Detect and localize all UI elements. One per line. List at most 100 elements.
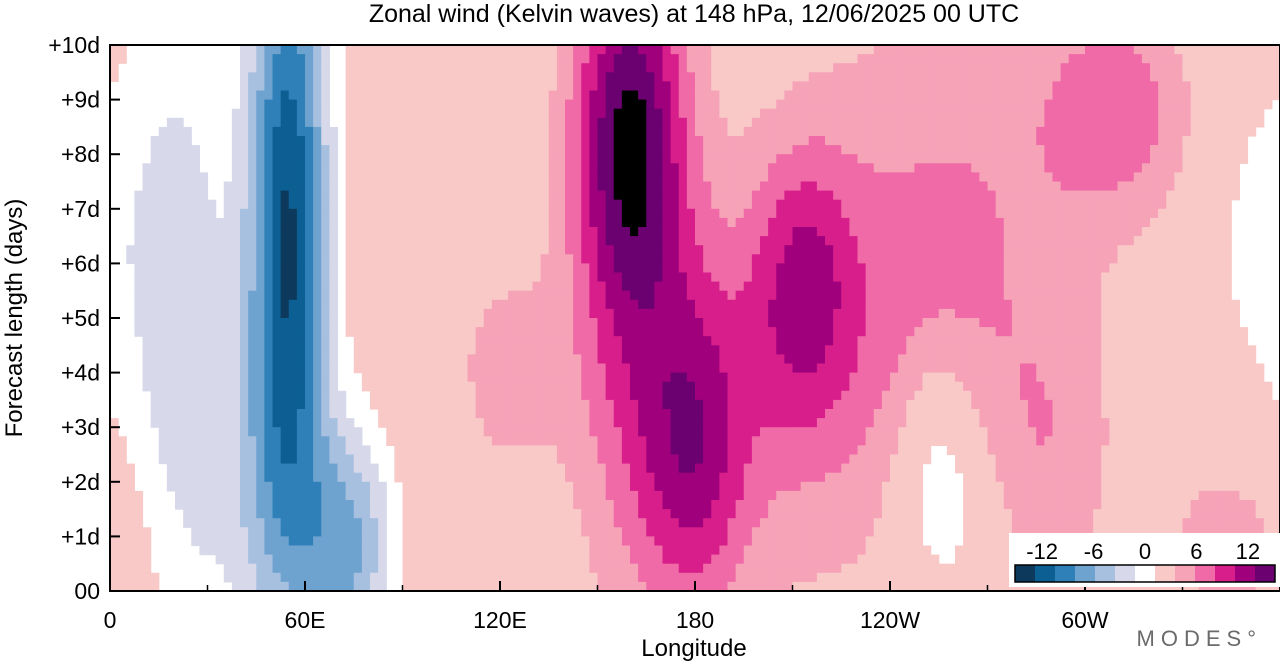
field-cell xyxy=(1174,345,1184,355)
field-cell xyxy=(987,72,997,82)
field-cell xyxy=(695,126,704,137)
field-cell xyxy=(792,108,802,119)
field-cell xyxy=(459,190,469,201)
field-cell xyxy=(792,54,802,64)
field-cell xyxy=(1223,199,1232,210)
field-cell xyxy=(150,145,160,155)
field-cell xyxy=(459,354,469,365)
field-cell xyxy=(1044,327,1054,337)
field-cell xyxy=(638,245,647,255)
field-cell xyxy=(1060,145,1070,155)
field-cell xyxy=(711,354,720,365)
field-cell xyxy=(1150,354,1159,365)
field-cell xyxy=(735,63,745,73)
field-cell xyxy=(240,363,249,374)
field-cell xyxy=(1174,154,1184,164)
field-cell xyxy=(776,172,785,183)
field-cell xyxy=(451,163,460,173)
field-cell xyxy=(711,72,720,82)
field-cell xyxy=(1215,163,1224,173)
field-cell xyxy=(459,181,469,192)
field-cell xyxy=(451,354,460,365)
field-cell xyxy=(1133,372,1143,383)
field-cell xyxy=(370,217,379,228)
field-cell xyxy=(565,363,574,374)
field-cell xyxy=(711,290,720,301)
field-cell xyxy=(695,345,704,355)
field-cell xyxy=(1198,108,1208,119)
field-cell xyxy=(256,236,265,246)
field-cell xyxy=(768,318,777,328)
field-cell xyxy=(305,254,314,264)
field-cell xyxy=(979,45,989,55)
field-cell xyxy=(1020,318,1029,328)
field-cell xyxy=(1044,145,1054,155)
field-cell xyxy=(971,336,980,346)
field-cell xyxy=(865,308,875,319)
field-cell xyxy=(1215,245,1224,255)
field-cell xyxy=(248,281,257,292)
field-cell xyxy=(1206,126,1216,137)
field-cell xyxy=(597,236,607,246)
field-cell xyxy=(1003,54,1013,64)
field-cell xyxy=(475,199,485,210)
field-cell xyxy=(321,99,330,110)
field-cell xyxy=(662,81,672,92)
field-cell xyxy=(1141,336,1151,346)
field-cell xyxy=(321,217,330,228)
field-cell xyxy=(890,181,899,192)
field-cell xyxy=(914,99,924,110)
field-cell xyxy=(638,299,647,310)
field-cell xyxy=(207,217,217,228)
field-cell xyxy=(719,63,729,73)
field-cell xyxy=(272,63,282,73)
field-cell xyxy=(305,126,314,137)
field-cell xyxy=(914,63,924,73)
field-cell xyxy=(833,172,842,183)
field-cell xyxy=(873,227,883,237)
field-cell xyxy=(1020,354,1029,365)
field-cell xyxy=(1093,372,1102,383)
field-cell xyxy=(1190,217,1200,228)
field-cell xyxy=(751,345,761,355)
field-cell xyxy=(873,136,883,146)
field-cell xyxy=(987,318,997,328)
field-cell xyxy=(865,299,875,310)
field-cell xyxy=(841,217,850,228)
field-cell xyxy=(581,327,590,337)
field-cell xyxy=(1076,272,1086,283)
field-cell xyxy=(532,308,542,319)
field-cell xyxy=(1223,372,1232,383)
field-cell xyxy=(816,72,826,82)
field-cell xyxy=(849,345,859,355)
field-cell xyxy=(711,236,720,246)
field-cell xyxy=(296,227,306,237)
field-cell xyxy=(857,190,867,201)
field-cell xyxy=(191,318,200,328)
field-cell xyxy=(1150,254,1159,264)
field-cell xyxy=(573,318,582,328)
field-cell xyxy=(378,299,387,310)
field-cell xyxy=(1003,181,1013,192)
field-cell xyxy=(548,108,558,119)
field-cell xyxy=(378,199,387,210)
field-cell xyxy=(1141,290,1151,301)
field-cell xyxy=(264,181,274,192)
field-cell xyxy=(833,126,842,137)
field-cell xyxy=(760,154,769,164)
field-cell xyxy=(1166,136,1175,146)
field-cell xyxy=(1182,45,1192,55)
field-cell xyxy=(500,172,509,183)
field-cell xyxy=(605,199,615,210)
field-cell xyxy=(394,90,404,101)
field-cell xyxy=(134,227,144,237)
field-cell xyxy=(1215,290,1224,301)
field-cell xyxy=(1190,281,1200,292)
field-cell xyxy=(540,145,550,155)
field-cell xyxy=(1182,290,1192,301)
field-cell xyxy=(816,163,826,173)
field-cell xyxy=(1133,172,1143,183)
field-cell xyxy=(825,217,834,228)
field-cell xyxy=(231,136,241,146)
